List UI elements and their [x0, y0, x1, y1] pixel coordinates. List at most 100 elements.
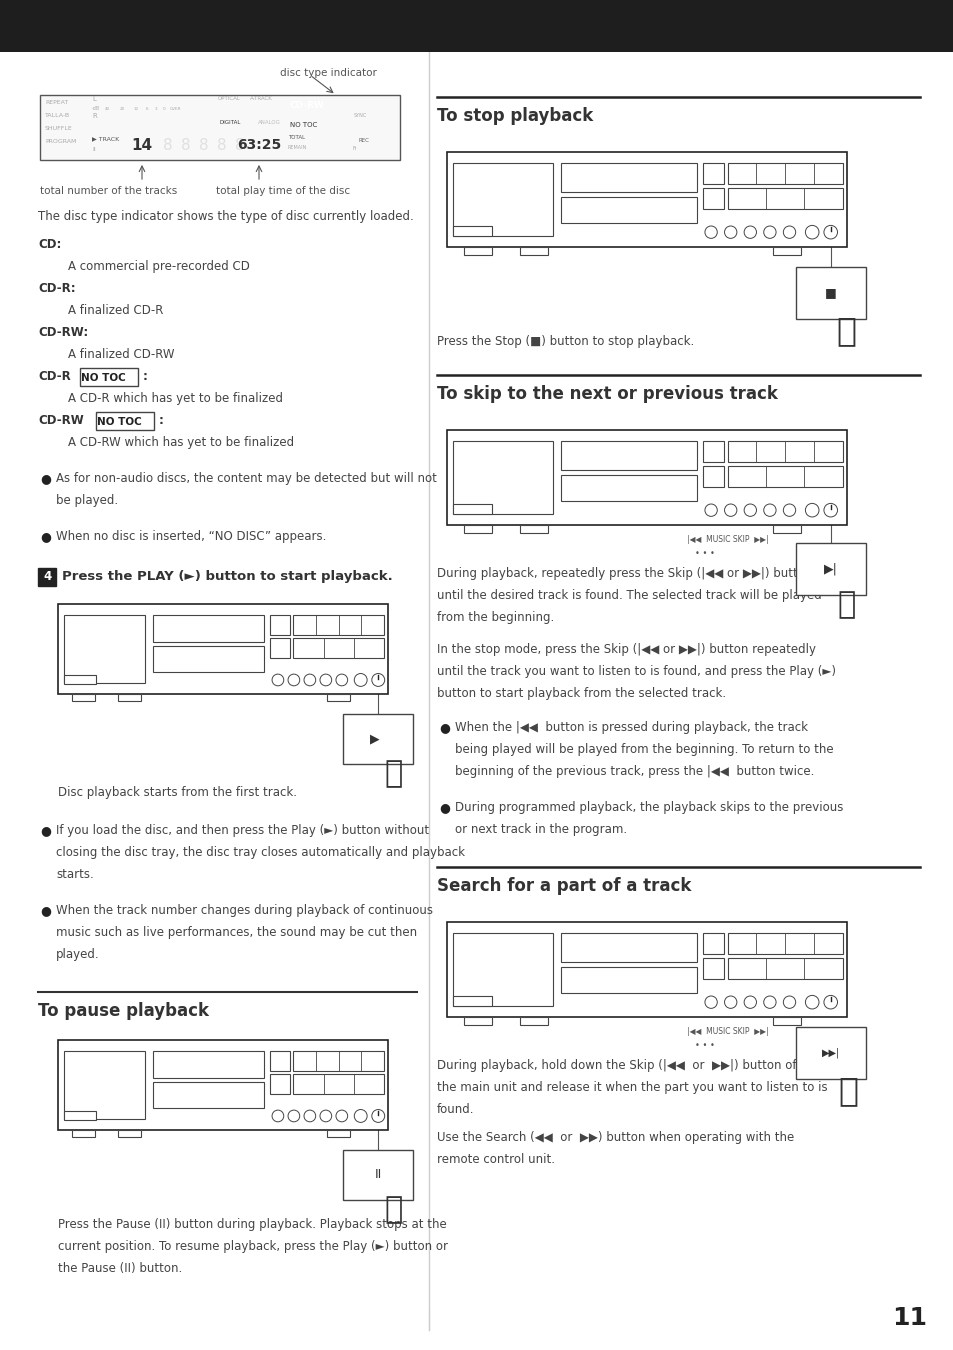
Text: ▶|: ▶| — [823, 563, 837, 575]
Bar — [772, 247, 801, 255]
Bar — [270, 1050, 290, 1071]
Text: closing the disc tray, the disc tray closes automatically and playback: closing the disc tray, the disc tray clo… — [56, 846, 465, 859]
Bar — [40, 95, 399, 161]
Bar — [702, 163, 723, 185]
Bar — [727, 466, 842, 487]
Text: OPTICAL: OPTICAL — [218, 96, 240, 101]
Text: -dB: -dB — [91, 107, 100, 111]
Bar — [452, 441, 553, 513]
Text: Press the PLAY (►) button to start playback.: Press the PLAY (►) button to start playb… — [62, 570, 393, 583]
Bar — [203, 117, 207, 124]
Text: CD-R:: CD-R: — [38, 282, 75, 296]
Bar — [118, 117, 121, 124]
Bar — [153, 117, 157, 124]
Bar — [152, 614, 264, 641]
Text: II: II — [91, 147, 95, 153]
Bar — [560, 967, 697, 994]
Bar — [702, 466, 723, 487]
Text: Search for a part of a track: Search for a part of a track — [436, 878, 691, 895]
Text: 8: 8 — [235, 138, 245, 153]
Bar — [168, 99, 171, 107]
Bar — [152, 647, 264, 671]
Circle shape — [763, 225, 776, 239]
Bar — [343, 1150, 413, 1200]
Text: :: : — [158, 414, 163, 427]
Bar — [109, 99, 112, 107]
Circle shape — [704, 225, 717, 239]
Bar — [113, 99, 117, 107]
Text: 0: 0 — [163, 107, 166, 111]
Text: 11: 11 — [892, 1305, 926, 1330]
Text: REC: REC — [358, 138, 369, 143]
Bar — [150, 117, 152, 124]
Bar — [136, 117, 139, 124]
Bar — [127, 117, 131, 124]
Text: CD-RW: CD-RW — [290, 101, 324, 111]
Bar — [294, 614, 384, 634]
Bar — [446, 153, 846, 247]
Bar — [294, 639, 384, 657]
Bar — [218, 115, 255, 130]
Text: To pause playback: To pause playback — [38, 1002, 209, 1021]
Bar — [158, 99, 162, 107]
Bar — [64, 1050, 145, 1119]
Bar — [71, 694, 95, 701]
Text: A finalized CD-RW: A finalized CD-RW — [68, 348, 174, 360]
Circle shape — [272, 1110, 283, 1122]
Bar — [233, 134, 285, 157]
Bar — [270, 1075, 290, 1094]
Bar — [446, 922, 846, 1017]
Text: Press the Pause (II) button during playback. Playback stops at the: Press the Pause (II) button during playb… — [58, 1218, 446, 1231]
Circle shape — [304, 674, 315, 686]
Bar — [150, 99, 152, 107]
Bar — [294, 1075, 384, 1094]
Bar — [560, 441, 697, 470]
Bar — [172, 117, 175, 124]
Text: 6: 6 — [146, 107, 149, 111]
Text: During playback, repeatedly press the Skip (|◀◀ or ▶▶|) button: During playback, repeatedly press the Sk… — [436, 567, 811, 580]
Circle shape — [372, 674, 384, 686]
Bar — [795, 1027, 864, 1079]
Text: until the desired track is found. The selected track will be played: until the desired track is found. The se… — [436, 589, 821, 602]
Bar — [153, 99, 157, 107]
Circle shape — [304, 1110, 315, 1122]
Text: NO TOC: NO TOC — [290, 122, 317, 128]
Bar — [270, 614, 290, 634]
Text: button to start playback from the selected track.: button to start playback from the select… — [436, 687, 725, 701]
Text: When the track number changes during playback of continuous: When the track number changes during pla… — [56, 904, 433, 917]
Text: A CD-R which has yet to be finalized: A CD-R which has yet to be finalized — [68, 392, 283, 405]
Bar — [122, 99, 126, 107]
Text: ●: ● — [40, 824, 51, 837]
Text: If you load the disc, and then press the Play (►) button without: If you load the disc, and then press the… — [56, 824, 429, 837]
Text: 👋: 👋 — [837, 590, 855, 620]
Bar — [113, 117, 117, 124]
Bar — [327, 1130, 350, 1137]
Text: the main unit and release it when the part you want to listen to is: the main unit and release it when the pa… — [436, 1081, 826, 1094]
Bar — [519, 247, 547, 255]
Bar — [185, 99, 189, 107]
Bar — [519, 1017, 547, 1025]
Text: Use the Search (◀◀  or  ▶▶) button when operating with the: Use the Search (◀◀ or ▶▶) button when op… — [436, 1131, 793, 1143]
Bar — [132, 117, 135, 124]
Text: As for non-audio discs, the content may be detected but will not: As for non-audio discs, the content may … — [56, 472, 436, 485]
Text: 👋: 👋 — [838, 1075, 858, 1107]
Text: |◀◀  MUSIC SKIP  ▶▶|: |◀◀ MUSIC SKIP ▶▶| — [686, 1027, 768, 1035]
Circle shape — [354, 1110, 367, 1122]
Circle shape — [704, 504, 717, 516]
Text: found.: found. — [436, 1103, 474, 1116]
Circle shape — [335, 1110, 347, 1122]
Bar — [446, 431, 846, 525]
Circle shape — [272, 674, 283, 686]
Text: beginning of the previous track, press the |◀◀  button twice.: beginning of the previous track, press t… — [455, 765, 814, 778]
Bar — [176, 117, 180, 124]
Circle shape — [804, 504, 818, 517]
Text: total play time of the disc: total play time of the disc — [215, 186, 350, 196]
Text: ●: ● — [40, 904, 51, 917]
Bar — [702, 441, 723, 462]
Circle shape — [823, 225, 837, 239]
Bar — [795, 267, 864, 319]
Bar — [208, 117, 212, 124]
Circle shape — [288, 1110, 299, 1122]
Bar — [288, 97, 350, 115]
Text: A-TRACK: A-TRACK — [250, 96, 273, 101]
